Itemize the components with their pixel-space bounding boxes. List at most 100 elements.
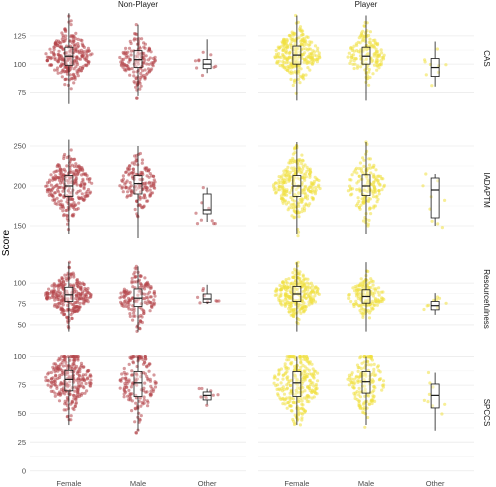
data-point [440,412,444,416]
data-point [89,378,93,382]
data-point [281,49,285,53]
data-point [277,296,281,300]
data-point [290,308,294,312]
data-point [59,206,63,210]
data-point [63,399,67,403]
data-point [313,50,317,54]
data-point [362,197,366,201]
data-point [285,383,289,387]
data-point [197,386,201,391]
data-point [134,23,138,27]
data-point [355,284,359,288]
data-point [352,66,356,71]
data-point [307,172,312,176]
data-point [379,290,383,294]
data-point [52,52,56,56]
data-point [135,404,140,408]
data-point [52,47,56,52]
data-point [138,418,142,422]
x-tick-label: Male [358,479,374,487]
data-point [377,189,381,193]
data-point [284,181,288,185]
data-point [133,266,137,270]
data-point [367,363,371,367]
data-point [53,366,57,370]
data-point [302,357,306,361]
data-point [77,367,81,371]
data-point [377,368,381,373]
data-point [65,403,69,407]
data-point [134,401,138,405]
data-point [134,54,138,58]
data-point [355,49,359,53]
data-point [135,96,139,100]
data-point [59,199,63,203]
x-tick-label: Other [198,479,217,487]
data-point [289,290,293,294]
data-point [377,192,381,196]
data-point [287,310,291,314]
data-point [90,181,94,185]
data-point [76,294,80,298]
data-point [360,39,364,43]
data-point [87,49,91,53]
data-point [362,280,366,284]
data-point [310,182,314,186]
data-point [352,44,356,48]
data-point [48,47,52,51]
data-point [378,63,382,67]
data-point [145,390,149,394]
data-point [124,46,128,51]
data-point [123,302,128,306]
data-point [298,197,302,202]
data-point [281,60,285,64]
data-point [68,73,72,77]
data-point [140,320,144,325]
data-point [314,186,318,190]
data-point [122,304,126,308]
data-point [63,402,67,406]
data-point [79,38,83,42]
data-point [306,294,311,299]
data-point [205,403,209,407]
data-point [76,284,80,288]
data-point [213,222,217,226]
data-point [84,63,88,67]
data-point [74,296,78,301]
data-point [59,381,63,386]
data-point [79,285,83,289]
data-point [363,394,367,398]
data-point [137,411,141,415]
data-point [75,49,79,53]
data-point [70,77,74,81]
data-point [152,289,156,294]
data-point [130,276,134,280]
data-point [346,55,350,59]
data-point [373,204,377,208]
data-point [150,67,154,71]
data-point [52,170,56,174]
data-point [82,50,86,54]
data-point [139,414,143,418]
data-point [291,158,295,162]
data-point [367,67,371,72]
data-point [86,60,91,64]
data-point [376,54,380,59]
data-point [374,299,378,303]
data-point [86,296,90,300]
data-point [302,173,306,177]
data-point [382,185,386,189]
data-point [296,166,300,170]
data-point [374,373,378,377]
data-point [49,183,54,187]
data-point [363,412,367,416]
data-point [143,76,147,80]
data-point [200,201,204,205]
data-point [367,196,371,200]
data-point [60,277,64,281]
data-point [55,66,60,70]
data-point [48,191,52,195]
data-point [119,63,123,68]
data-point [368,30,372,34]
data-point [273,55,277,59]
